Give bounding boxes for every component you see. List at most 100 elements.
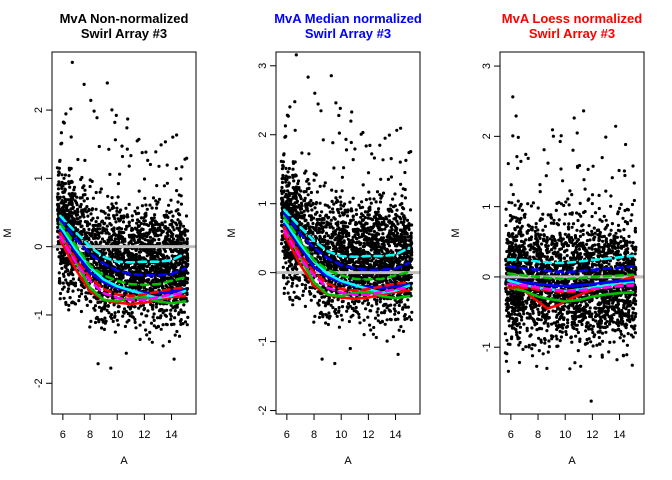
scatter-point [378, 193, 382, 197]
scatter-point [173, 316, 177, 320]
scatter-point [173, 281, 178, 285]
scatter-point [382, 243, 386, 247]
scatter-point [93, 227, 97, 231]
scatter-point [132, 266, 136, 270]
mva-panel-median-normalized: MvA Median normalized Swirl Array #3 A M… [226, 11, 422, 467]
scatter-point [162, 184, 166, 188]
scatter-point [357, 235, 362, 239]
scatter-point [145, 234, 149, 239]
scatter-point [362, 333, 366, 337]
scatter-point [138, 323, 142, 327]
scatter-point [96, 362, 100, 366]
scatter-point [94, 220, 98, 224]
scatter-point [361, 248, 366, 252]
scatter-point [321, 239, 325, 243]
scatter-point [119, 253, 123, 257]
scatter-point [63, 197, 67, 201]
scatter-point [346, 302, 351, 306]
scatter-point [145, 333, 149, 337]
scatter-point [409, 240, 413, 245]
scatter-point [326, 322, 330, 327]
scatter-point [280, 185, 284, 190]
scatter-point [110, 108, 114, 112]
scatter-point [392, 223, 396, 227]
scatter-point [140, 204, 144, 208]
scatter-point [62, 202, 66, 206]
scatter-point [291, 303, 295, 307]
scatter-point [175, 189, 179, 193]
scatter-point [117, 305, 121, 309]
scatter-point [324, 225, 328, 229]
scatter-point [62, 195, 66, 199]
scatter-point [348, 200, 352, 204]
scatter-point [160, 221, 164, 225]
scatter-point [185, 237, 189, 241]
scatter-point [341, 220, 345, 224]
scatter-point [85, 224, 89, 228]
scatter-point [149, 302, 153, 307]
scatter-point [118, 250, 122, 254]
scatter-point [61, 258, 65, 262]
scatter-point [68, 185, 72, 189]
scatter-point [361, 301, 365, 305]
scatter-point [94, 296, 98, 300]
scatter-point [280, 216, 284, 220]
scatter-point [101, 320, 105, 324]
scatter-point [393, 312, 397, 316]
scatter-point [59, 201, 63, 205]
scatter-point [287, 191, 291, 195]
scatter-point [96, 216, 100, 220]
scatter-point [88, 184, 92, 189]
scatter-point [300, 151, 304, 155]
scatter-point [374, 274, 378, 278]
scatter-point [409, 150, 413, 154]
scatter-point [57, 182, 61, 186]
scatter-point [336, 199, 340, 204]
scatter-point [406, 305, 410, 309]
scatter-point [165, 235, 169, 239]
scatter-point [173, 309, 177, 313]
scatter-point [392, 231, 396, 236]
scatter-point [107, 216, 111, 220]
scatter-point [128, 314, 132, 318]
scatter-point [103, 304, 107, 308]
scatter-point [383, 136, 387, 140]
x-tick-label: 12 [138, 429, 150, 441]
scatter-point [154, 150, 158, 154]
scatter-point [102, 227, 107, 231]
scatter-point [114, 201, 118, 205]
scatter-point [157, 164, 161, 168]
scatter-point [339, 313, 343, 317]
scatter-point [358, 321, 362, 325]
scatter-point [366, 216, 370, 220]
scatter-point [349, 274, 353, 278]
scatter-point [354, 208, 358, 212]
scatter-point [89, 212, 93, 216]
scatter-point [69, 107, 73, 111]
scatter-point [367, 232, 371, 236]
scatter-point [139, 266, 143, 270]
scatter-point [306, 280, 310, 284]
scatter-point [312, 294, 316, 298]
scatter-point [340, 247, 345, 251]
scatter-point [303, 283, 308, 287]
scatter-point [341, 228, 346, 232]
y-tick-label: 1 [33, 175, 45, 181]
scatter-point [77, 278, 81, 282]
scatter-point [367, 190, 371, 194]
scatter-point [136, 218, 140, 222]
scatter-point [161, 311, 165, 315]
scatter-point [120, 227, 124, 231]
scatter-point [106, 205, 110, 210]
scatter-point [300, 204, 304, 208]
scatter-point [285, 184, 289, 188]
scatter-point [57, 271, 61, 275]
scatter-point [112, 226, 116, 230]
scatter-point [71, 300, 75, 304]
scatter-point [385, 339, 389, 343]
scatter-point [185, 156, 189, 160]
scatter-point [185, 292, 189, 296]
scatter-point [67, 166, 71, 170]
scatter-point [71, 277, 75, 281]
scatter-point [113, 311, 117, 315]
